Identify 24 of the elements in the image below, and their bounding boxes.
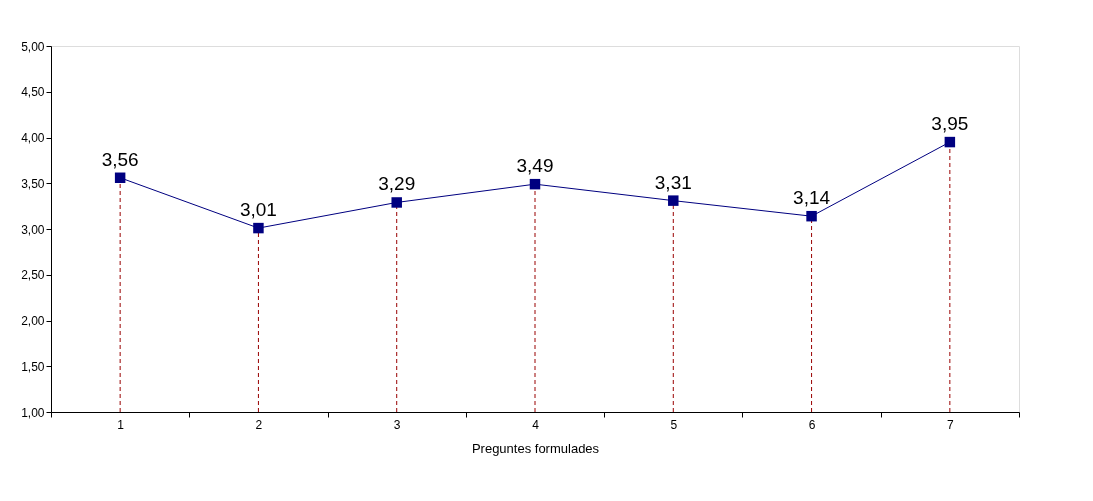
y-tick-label: 4,00 [21, 131, 45, 145]
y-tick-label: 1,50 [21, 359, 45, 374]
data-label: 3,95 [931, 113, 969, 135]
y-tick-label: 3,50 [21, 176, 45, 191]
y-tick-label: 1,00 [21, 405, 45, 420]
y-tick-label: 3,00 [21, 222, 45, 237]
data-label: 3,49 [516, 155, 554, 177]
x-tick-label: 7 [947, 417, 955, 432]
x-tick-label: 2 [255, 417, 263, 432]
data-label: 3,01 [239, 199, 277, 221]
y-tick-label: 2,00 [21, 314, 45, 328]
x-tick-label: 5 [670, 417, 678, 432]
data-label: 3,56 [101, 148, 139, 170]
x-tick-label: 6 [808, 417, 816, 432]
data-label: 3,29 [378, 173, 416, 195]
y-tick-label: 5,00 [21, 39, 45, 54]
x-tick-label: 3 [393, 417, 401, 432]
y-tick-label: 4,50 [21, 85, 45, 100]
data-label: 3,14 [793, 187, 831, 209]
x-tick-label: 1 [117, 417, 125, 432]
data-label: 3,31 [654, 171, 692, 193]
x-axis-title: Preguntes formulades [471, 440, 600, 456]
x-tick-label: 4 [532, 417, 540, 432]
y-tick-label: 2,50 [21, 268, 45, 283]
